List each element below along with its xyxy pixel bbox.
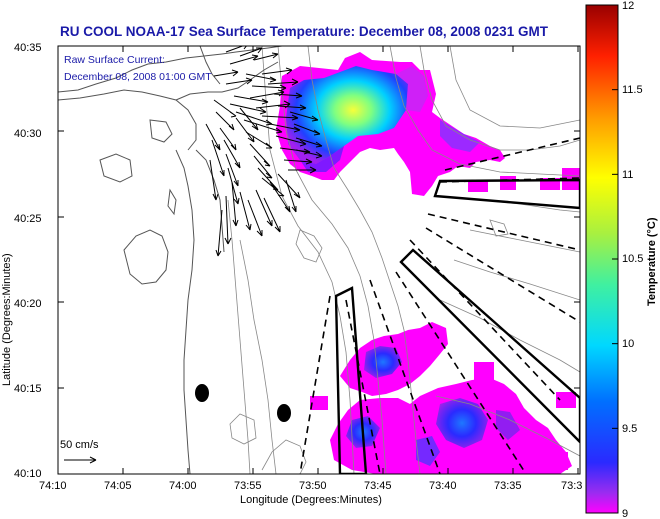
y-tick-label: 40:10 xyxy=(14,468,42,480)
y-tick-labels: 40:35 40:30 40:25 40:20 40:15 40:10 xyxy=(14,42,42,480)
transect-dashes xyxy=(299,137,580,474)
y-tick-label: 40:35 xyxy=(14,42,42,54)
plot-frame xyxy=(57,45,581,475)
current-vectors xyxy=(205,46,323,257)
colorbar-label: Temperature (°C) xyxy=(646,217,658,306)
x-axis-label: Longitude (Degrees:Minutes) xyxy=(240,494,382,506)
current-annotation-line2: December 08, 2008 01:00 GMT xyxy=(64,71,212,83)
colorbar: 12 11.5 11 10.5 10 9.5 9 Temperature (°C… xyxy=(585,0,658,519)
colorbar-tick-label: 10 xyxy=(622,338,634,350)
x-tick-label: 73:45 xyxy=(364,480,392,492)
x-tick-label: 74:10 xyxy=(39,480,67,492)
x-tick-labels: 74:10 74:05 74:00 73:55 73:50 73:45 73:4… xyxy=(39,480,582,492)
x-tick-label: 74:05 xyxy=(104,480,132,492)
y-tick-label: 40:30 xyxy=(14,128,42,140)
colorbar-tick-label: 12 xyxy=(622,0,634,12)
figure-title: RU COOL NOAA-17 Sea Surface Temperature:… xyxy=(60,24,549,39)
colorbar-tick-label: 9.5 xyxy=(622,423,637,435)
scale-label: 50 cm/s xyxy=(60,439,99,451)
colorbar-tick-label: 9 xyxy=(622,508,628,519)
x-tick-label: 73:35 xyxy=(494,480,522,492)
x-tick-label: 73:3 xyxy=(561,480,582,492)
y-tick-label: 40:20 xyxy=(14,298,42,310)
radar-site-marker xyxy=(277,404,291,422)
sst-field xyxy=(276,52,580,474)
scale-vector xyxy=(64,456,97,464)
x-tick-label: 74:00 xyxy=(169,480,197,492)
radar-site-marker xyxy=(195,384,209,402)
axis-ticks xyxy=(57,45,580,475)
colorbar-tick-label: 10.5 xyxy=(622,253,643,265)
coastline xyxy=(58,46,283,474)
plot-area xyxy=(58,46,580,474)
x-tick-label: 73:50 xyxy=(299,480,327,492)
bathymetry-contours xyxy=(227,46,580,474)
transect-boxes xyxy=(334,178,580,474)
colorbar-tick-label: 11.5 xyxy=(622,84,643,96)
x-tick-label: 73:40 xyxy=(429,480,457,492)
colorbar-tick-label: 11 xyxy=(622,169,633,181)
y-tick-label: 40:15 xyxy=(14,383,42,395)
current-annotation-line1: Raw Surface Current: xyxy=(64,54,165,66)
y-axis-label: Latitude (Degrees:Minutes) xyxy=(1,253,13,386)
y-tick-label: 40:25 xyxy=(14,213,42,225)
x-tick-label: 73:55 xyxy=(234,480,262,492)
